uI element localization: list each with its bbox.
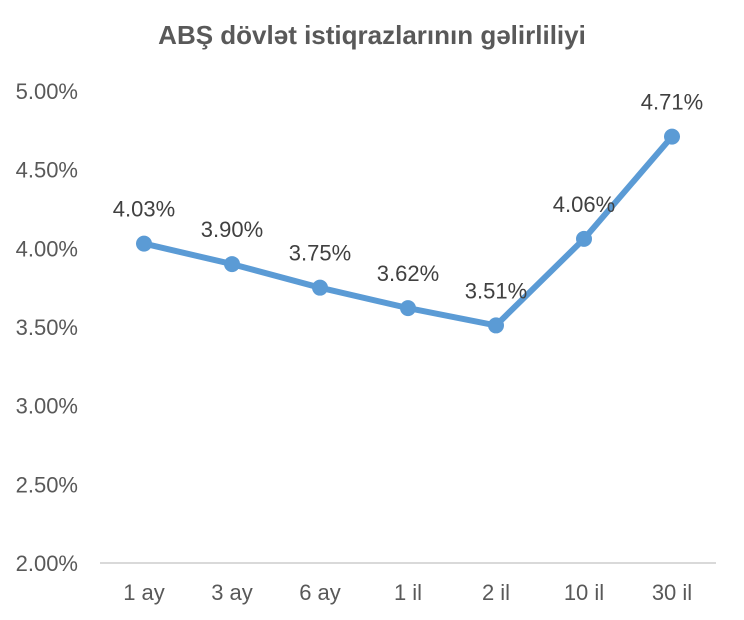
y-tick-label: 4.00% — [16, 236, 78, 261]
data-label: 4.03% — [113, 197, 175, 222]
y-tick-label: 3.50% — [16, 315, 78, 340]
data-point — [664, 128, 680, 145]
data-point — [400, 300, 416, 317]
data-point — [576, 230, 592, 247]
data-label: 3.75% — [289, 241, 351, 266]
chart-title: ABŞ dövlət istiqrazlarının gəlirliliyi — [158, 20, 586, 50]
x-tick-label: 10 il — [564, 580, 604, 605]
y-tick-label: 4.50% — [16, 158, 78, 183]
data-point — [136, 235, 152, 252]
data-point — [488, 317, 504, 334]
data-label: 3.62% — [377, 261, 439, 286]
data-point — [312, 279, 328, 296]
x-tick-label: 6 ay — [299, 580, 341, 605]
x-tick-label: 2 il — [482, 580, 510, 605]
data-point — [224, 256, 240, 273]
x-axis-ticks: 1 ay 3 ay 6 ay 1 il 2 il 10 il 30 il — [123, 580, 692, 605]
y-axis-ticks: 2.00% 2.50% 3.00% 3.50% 4.00% 4.50% 5.00% — [16, 79, 78, 576]
x-tick-label: 30 il — [652, 580, 692, 605]
data-label: 3.51% — [465, 278, 527, 303]
y-tick-label: 3.00% — [16, 394, 78, 419]
x-tick-label: 3 ay — [211, 580, 253, 605]
data-label: 3.90% — [201, 217, 263, 242]
y-tick-label: 5.00% — [16, 79, 78, 104]
data-label: 4.71% — [641, 90, 703, 115]
y-tick-label: 2.00% — [16, 551, 78, 576]
data-labels: 4.03% 3.90% 3.75% 3.62% 3.51% 4.06% 4.71% — [113, 90, 703, 304]
data-points — [136, 128, 680, 334]
y-tick-label: 2.50% — [16, 472, 78, 497]
x-tick-label: 1 il — [394, 580, 422, 605]
x-tick-label: 1 ay — [123, 580, 165, 605]
data-label: 4.06% — [553, 192, 615, 217]
